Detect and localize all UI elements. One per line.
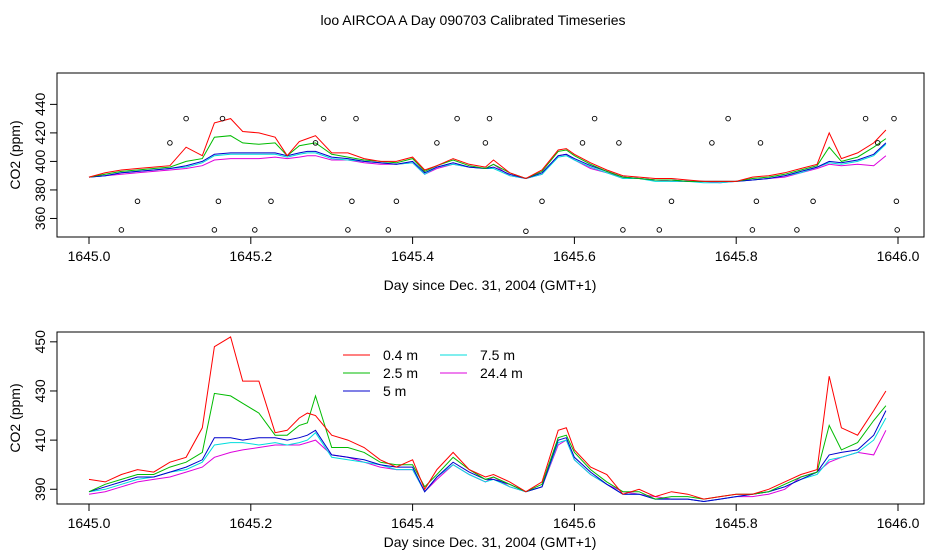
marker-point (486, 115, 493, 122)
marker-point (211, 227, 218, 233)
marker-points (118, 115, 900, 235)
marker-point (579, 140, 586, 146)
y-tick-label: 390 (32, 477, 48, 501)
marker-point (894, 227, 900, 233)
legend-label-7-5-m: 7.5 m (480, 347, 515, 363)
series-line-0-4-m (88, 118, 887, 182)
marker-point (794, 227, 800, 233)
y-tick-label: 420 (32, 121, 48, 145)
marker-point (215, 198, 222, 205)
series-line-2-5-m (88, 135, 887, 182)
marker-point (134, 198, 141, 205)
marker-point (591, 115, 598, 122)
marker-point (454, 115, 460, 122)
x-tick-label: 1645.2 (229, 515, 272, 531)
y-tick-label: 440 (32, 92, 48, 116)
marker-point (118, 227, 125, 233)
marker-point (656, 227, 663, 233)
series-line-7-5-m (88, 417, 887, 503)
legend-label-5-m: 5 m (383, 383, 406, 399)
x-axis-label: Day since Dec. 31, 2004 (GMT+1) (384, 277, 597, 293)
x-tick-label: 1645.0 (68, 248, 111, 264)
marker-point (312, 140, 319, 146)
marker-point (252, 227, 258, 233)
marker-point (385, 227, 392, 233)
marker-point (268, 198, 274, 205)
marker-point (183, 115, 189, 122)
marker-point (709, 140, 715, 146)
plot-frame (56, 72, 925, 238)
x-tick-label: 1645.6 (553, 515, 596, 531)
marker-point (434, 140, 440, 146)
y-tick-label: 450 (32, 330, 48, 354)
y-tick-label: 360 (32, 207, 48, 231)
marker-point (891, 115, 897, 122)
x-tick-label: 1645.4 (391, 248, 434, 264)
marker-point (539, 198, 545, 205)
series-line-24-4-m (88, 430, 887, 503)
axis-ticks: 1645.0 1645.2 1645.4 1645.6 1645.8 1646.0 360 3… (32, 92, 920, 264)
x-axis-label: Day since Dec. 31, 2004 (GMT+1) (384, 534, 597, 550)
marker-point (523, 228, 529, 235)
marker-point (725, 115, 731, 122)
y-tick-label: 410 (32, 428, 48, 452)
plot-frame (56, 331, 925, 505)
y-tick-label: 380 (32, 178, 48, 202)
x-tick-label: 1645.0 (68, 515, 111, 531)
axis-ticks: 1645.0 1645.2 1645.4 1645.6 1645.8 1646.0 390 4… (32, 330, 920, 531)
legend-label-0-4-m: 0.4 m (383, 347, 418, 363)
marker-point (393, 198, 400, 205)
series-line-2-5-m (88, 392, 887, 500)
marker-point (668, 198, 675, 205)
marker-point (353, 115, 359, 122)
y-tick-label: 430 (32, 379, 48, 403)
chart-title: loo AIRCOA A Day 090703 Calibrated Times… (320, 12, 625, 28)
marker-point (345, 227, 351, 233)
marker-point (482, 140, 489, 146)
legend-label-2-5-m: 2.5 m (383, 365, 418, 381)
x-tick-label: 1645.8 (715, 248, 758, 264)
x-tick-label: 1645.6 (553, 248, 596, 264)
panel-top: Day since Dec. 31, 2004 (GMT+1) CO2 (ppm… (7, 72, 925, 293)
legend: 0.4 m 2.5 m 5 m 7.5 m 24.4 m (343, 347, 523, 399)
y-axis-label: CO2 (ppm) (7, 383, 23, 452)
series-lines (88, 336, 887, 503)
series-line-0-4-m (88, 336, 887, 500)
marker-point (757, 140, 764, 146)
marker-point (749, 227, 756, 233)
series-lines (88, 118, 887, 184)
marker-point (862, 115, 869, 122)
x-tick-label: 1646.0 (877, 248, 920, 264)
marker-point (616, 140, 622, 146)
marker-point (219, 115, 226, 122)
x-tick-label: 1645.4 (391, 515, 434, 531)
legend-label-24-4-m: 24.4 m (480, 365, 523, 381)
marker-point (620, 227, 626, 233)
y-tick-label: 400 (32, 150, 48, 174)
x-tick-label: 1646.0 (877, 515, 920, 531)
marker-point (320, 115, 327, 122)
marker-point (753, 198, 760, 205)
panel-bottom: Day since Dec. 31, 2004 (GMT+1) CO2 (ppm… (7, 330, 925, 550)
y-axis-label: CO2 (ppm) (7, 120, 23, 189)
marker-point (810, 198, 816, 205)
marker-point (349, 198, 355, 205)
marker-point (893, 198, 900, 205)
x-tick-label: 1645.8 (715, 515, 758, 531)
marker-point (875, 140, 881, 146)
x-tick-label: 1645.2 (229, 248, 272, 264)
marker-point (167, 140, 173, 146)
